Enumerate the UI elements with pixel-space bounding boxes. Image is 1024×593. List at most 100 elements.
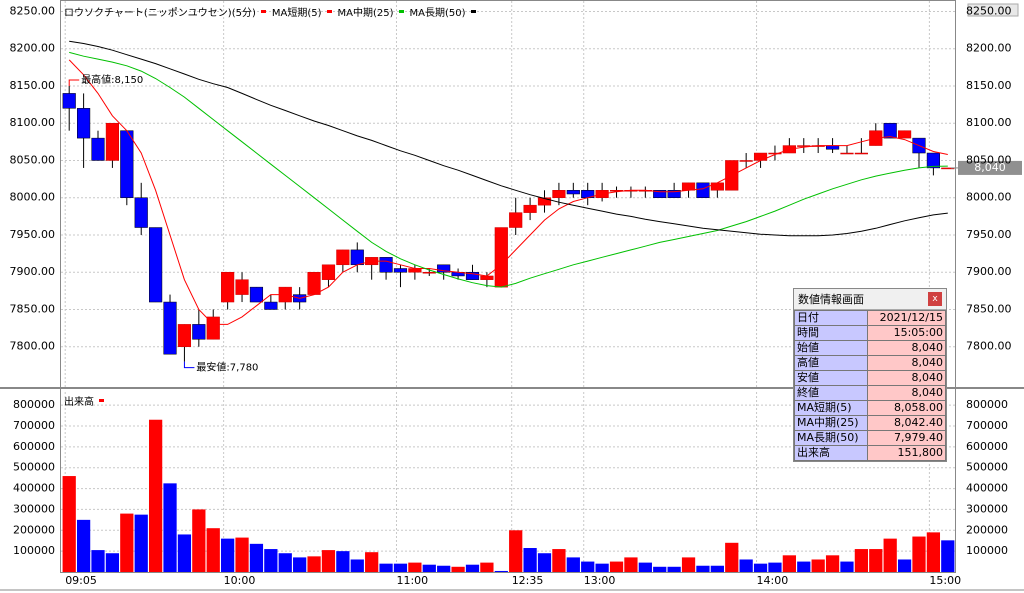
- y-tick-label: 7850.00: [10, 302, 56, 315]
- volume-bar: [681, 557, 696, 572]
- data-row: 出来高 151,800: [794, 445, 946, 461]
- x-tick-label: 10:00: [224, 574, 256, 587]
- volume-bar: [710, 565, 724, 572]
- volume-bar: [350, 559, 364, 572]
- y-tick-label: 400000: [13, 482, 55, 495]
- volume-bar: [825, 555, 840, 572]
- y-tick-label: 8000.00: [10, 191, 56, 204]
- volume-bar: [537, 553, 552, 572]
- candle-body: [105, 122, 119, 161]
- volume-bar: [782, 555, 796, 572]
- y-tick-label: 500000: [966, 461, 1008, 474]
- candle-body: [77, 108, 91, 139]
- volume-bar: [379, 563, 393, 572]
- row-value: 8,058.00: [867, 400, 946, 416]
- volume-bar: [134, 514, 148, 572]
- data-window-titlebar: 数値情報画面 x: [794, 289, 946, 310]
- volume-bar: [221, 538, 235, 572]
- candle-body: [537, 197, 552, 206]
- row-label: 安値: [794, 370, 868, 386]
- candle-body: [264, 301, 278, 310]
- y-tick-label: 600000: [13, 440, 55, 453]
- volume-bar: [249, 543, 264, 572]
- row-value: 151,800: [867, 445, 946, 461]
- candle-body: [840, 152, 854, 155]
- legend-title: ロウソクチャート(ニッポンユウセン)(5分): [64, 8, 256, 19]
- candle-body: [336, 249, 350, 266]
- plot-frame: [60, 0, 956, 573]
- y-tick-label: 200000: [13, 523, 55, 536]
- candle-body: [393, 268, 408, 273]
- window-controls[interactable]: [967, 3, 1019, 17]
- volume-bar: [566, 557, 580, 572]
- y-tick-label: 7800.00: [966, 340, 1012, 353]
- volume-bar: [941, 540, 955, 572]
- y-tick-label: 8000.00: [966, 191, 1012, 204]
- candle-body: [926, 152, 940, 169]
- volume-bar: [797, 561, 811, 572]
- candle-body: [825, 145, 840, 150]
- candle-body: [379, 257, 393, 273]
- candle-body: [91, 137, 105, 161]
- volume-bar: [552, 549, 566, 572]
- y-tick-label: 8100.00: [10, 116, 56, 129]
- legend-label: MA短期(5): [271, 8, 322, 19]
- row-value: 2021/12/15: [867, 310, 946, 326]
- volume-bar: [509, 530, 523, 572]
- row-value: 7,979.40: [867, 430, 946, 446]
- candle-body: [149, 227, 163, 303]
- candle-body: [408, 268, 422, 273]
- volume-bar: [278, 553, 292, 572]
- y-tick-label: 8150.00: [966, 79, 1012, 92]
- data-row: 時間 15:05:00: [794, 325, 946, 341]
- legend-swatch: [326, 10, 332, 13]
- legend-title: 出来高: [64, 397, 94, 408]
- y-tick-label: 700000: [13, 419, 55, 432]
- volume-bar: [393, 563, 408, 572]
- row-label: MA中期(25): [794, 415, 868, 431]
- volume-bar: [897, 559, 912, 572]
- data-row: 始値 8,040: [794, 340, 946, 356]
- y-tick-label: 8050.00: [966, 153, 1012, 166]
- y-tick-label: 7800.00: [10, 340, 56, 353]
- volume-bar: [667, 566, 681, 572]
- volume-bar: [523, 548, 537, 572]
- close-button[interactable]: x: [928, 292, 942, 306]
- candle-body: [523, 204, 537, 213]
- legend-swatch: [260, 10, 266, 13]
- candle-body: [120, 130, 134, 198]
- data-row: MA中期(25) 8,042.40: [794, 415, 946, 431]
- row-value: 15:05:00: [867, 325, 946, 341]
- candle-body: [134, 197, 148, 228]
- volume-bar: [148, 419, 163, 572]
- y-tick-label: 7900.00: [966, 265, 1012, 278]
- y-tick-label: 8100.00: [966, 116, 1012, 129]
- y-tick-label: 800000: [13, 398, 55, 411]
- y-tick-label: 8150.00: [10, 79, 56, 92]
- row-value: 8,040: [867, 340, 946, 356]
- ma-line: [69, 40, 948, 237]
- data-window[interactable]: 数値情報画面 x 日付 2021/12/15 時間 15:05:00 始値 8,040 高値…: [793, 288, 947, 462]
- candle-body: [249, 286, 264, 303]
- y-tick-label: 7850.00: [966, 302, 1012, 315]
- candle-body: [192, 324, 206, 340]
- y-tick-label: 300000: [966, 502, 1008, 515]
- volume-bar: [595, 563, 609, 572]
- row-label: 始値: [794, 340, 868, 356]
- y-tick-label: 300000: [13, 502, 55, 515]
- data-row: 高値 8,040: [794, 355, 946, 371]
- annotation-leader: [183, 361, 195, 369]
- row-label: 高値: [794, 355, 868, 371]
- candle-body: [710, 182, 724, 191]
- y-tick-label: 7950.00: [966, 228, 1012, 241]
- candle-body: [696, 182, 710, 198]
- candle-body: [739, 160, 753, 162]
- candle-body: [307, 271, 321, 295]
- legend: ロウソクチャート(ニッポンユウセン)(5分) MA短期(5) MA中期(25) MA…: [64, 4, 479, 19]
- candle-body: [480, 275, 494, 280]
- candle-body: [206, 316, 220, 340]
- volume-bar: [912, 536, 926, 572]
- volume-bar: [609, 561, 624, 572]
- row-label: MA短期(5): [794, 400, 868, 416]
